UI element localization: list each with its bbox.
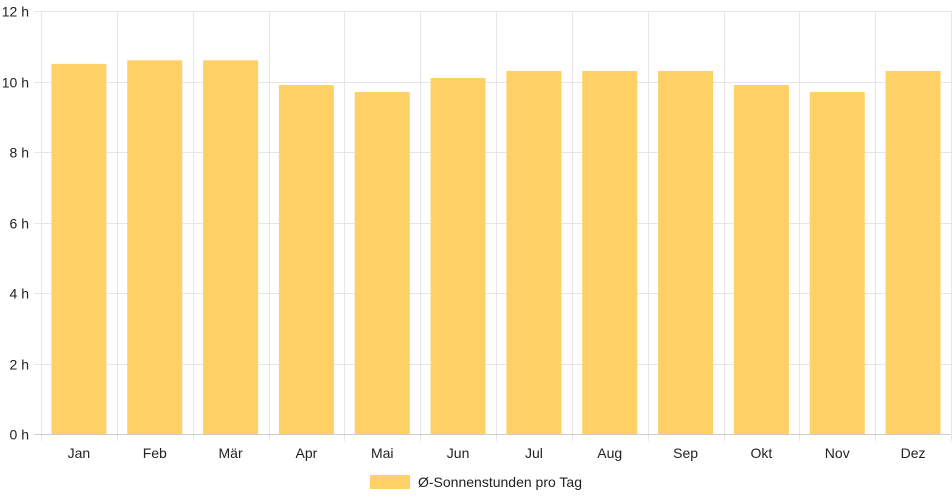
legend-label[interactable]: Ø-Sonnenstunden pro Tag bbox=[418, 474, 582, 490]
bar-mai[interactable] bbox=[354, 92, 410, 434]
bar-dez[interactable] bbox=[885, 70, 941, 435]
y-tick-label: 4 h bbox=[10, 286, 29, 302]
x-tick-label: Aug bbox=[597, 445, 622, 461]
bar-mär[interactable] bbox=[203, 60, 259, 434]
bar-jan[interactable] bbox=[51, 63, 107, 434]
bar-aug[interactable] bbox=[582, 70, 638, 435]
x-tick-label: Okt bbox=[751, 445, 773, 461]
x-tick-label: Feb bbox=[143, 445, 167, 461]
x-tick-label: Nov bbox=[825, 445, 850, 461]
y-tick-label: 2 h bbox=[10, 357, 29, 373]
legend-swatch[interactable] bbox=[370, 475, 410, 489]
bar-jul[interactable] bbox=[506, 70, 562, 435]
y-tick-label: 6 h bbox=[10, 216, 29, 232]
x-tick-label: Jun bbox=[447, 445, 470, 461]
x-tick-label: Jan bbox=[68, 445, 91, 461]
y-tick-label: 12 h bbox=[2, 4, 29, 20]
bar-apr[interactable] bbox=[278, 85, 334, 435]
bars bbox=[51, 60, 941, 435]
bar-feb[interactable] bbox=[127, 60, 183, 434]
legend[interactable]: Ø-Sonnenstunden pro Tag bbox=[370, 474, 582, 490]
x-tick-label: Jul bbox=[525, 445, 543, 461]
y-tick-label: 10 h bbox=[2, 75, 29, 91]
y-tick-label: 8 h bbox=[10, 145, 29, 161]
x-tick-label: Sep bbox=[673, 445, 698, 461]
bar-okt[interactable] bbox=[733, 85, 789, 435]
bar-jun[interactable] bbox=[430, 77, 486, 434]
y-tick-label: 0 h bbox=[10, 427, 29, 443]
bar-sep[interactable] bbox=[658, 70, 714, 435]
bar-nov[interactable] bbox=[809, 92, 865, 434]
x-tick-label: Apr bbox=[296, 445, 318, 461]
axes: 0 h 2 h 4 h 6 h 8 h 10 h 12 h Jan Feb Mär Apr Mai Ju… bbox=[2, 4, 951, 461]
x-tick-label: Mai bbox=[371, 445, 394, 461]
x-tick-label: Mär bbox=[219, 445, 243, 461]
x-tick-label: Dez bbox=[901, 445, 926, 461]
